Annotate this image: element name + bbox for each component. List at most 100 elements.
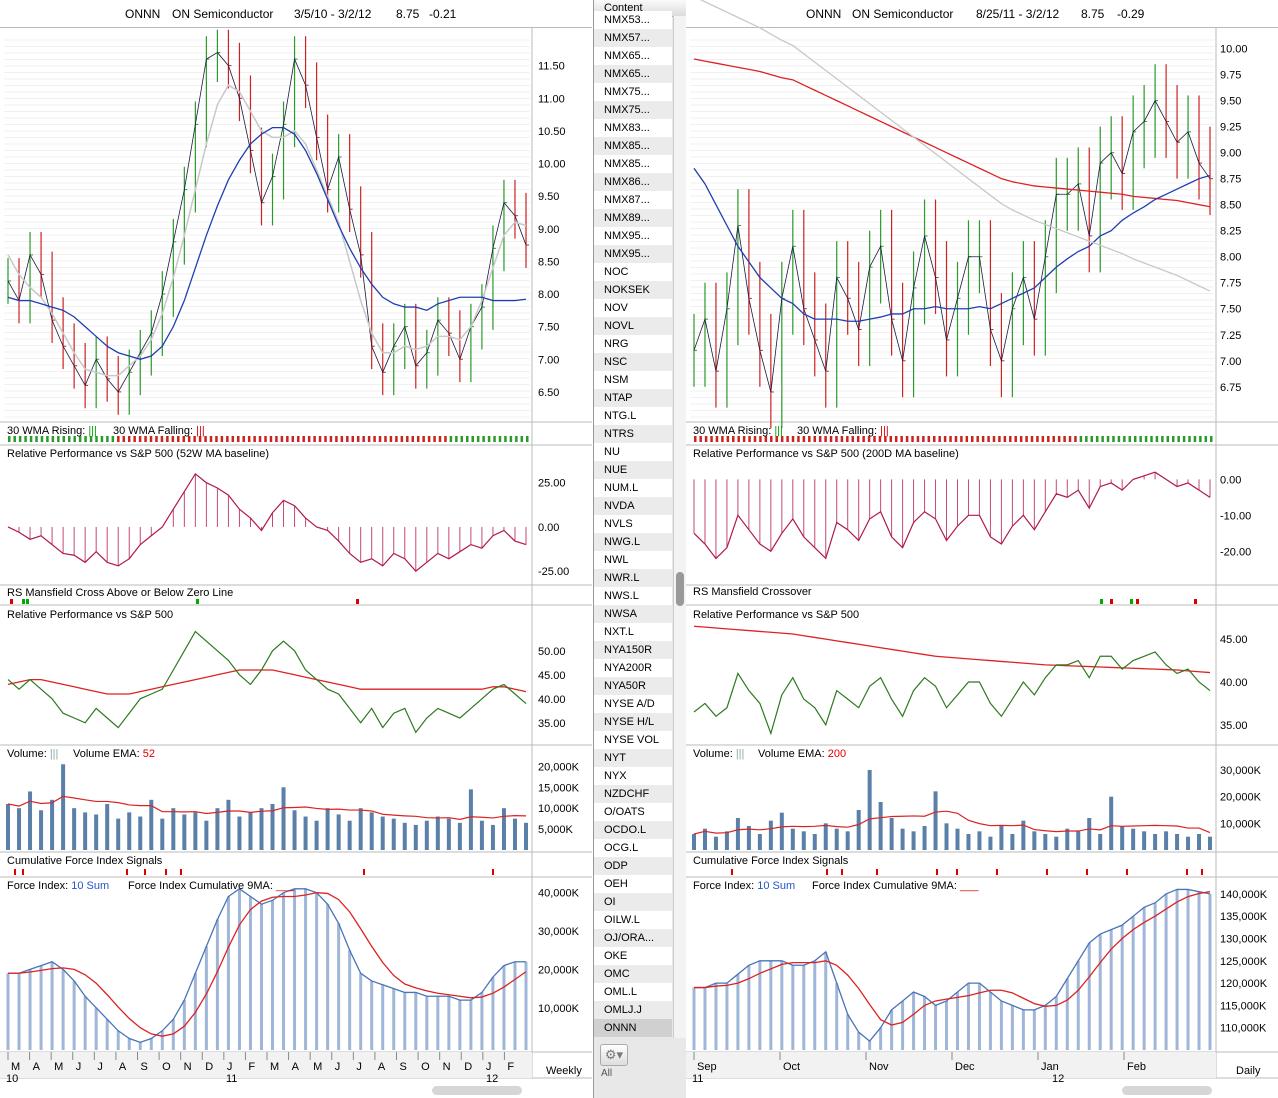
wma-mark bbox=[1074, 436, 1077, 442]
list-item[interactable]: NMX83... bbox=[594, 119, 672, 137]
wma-falling-label: 30 WMA Falling: ||| bbox=[797, 425, 889, 437]
list-item[interactable]: O/OATS bbox=[594, 803, 672, 821]
list-item[interactable]: ONNN bbox=[594, 1019, 672, 1037]
list-item[interactable]: NTG.L bbox=[594, 407, 672, 425]
wma-mark bbox=[943, 436, 947, 442]
wma-mark bbox=[1036, 436, 1039, 442]
list-item[interactable]: OCDO.L bbox=[594, 821, 672, 839]
list-item[interactable]: NYSE A/D bbox=[594, 695, 672, 713]
list-item[interactable]: NYA150R bbox=[594, 641, 672, 659]
volume-bar bbox=[479, 820, 484, 850]
list-item[interactable]: NTRS bbox=[594, 425, 672, 443]
volume-bar bbox=[347, 820, 352, 850]
list-item[interactable]: NOVL bbox=[594, 317, 672, 335]
list-scrollbar[interactable] bbox=[673, 16, 687, 1038]
list-item[interactable]: OMLJ.J bbox=[594, 1001, 672, 1019]
list-item[interactable]: NVLS bbox=[594, 515, 672, 533]
list-item[interactable]: OILW.L bbox=[594, 911, 672, 929]
volume-bar bbox=[1186, 836, 1191, 850]
list-item[interactable]: OCG.L bbox=[594, 839, 672, 857]
wma-mark bbox=[829, 436, 833, 442]
price-tick-label: 7.25 bbox=[1220, 330, 1241, 342]
list-item[interactable]: NMX75... bbox=[594, 83, 672, 101]
right-chart-panel[interactable]: ONNN ON Semiconductor 8/25/11 - 3/2/12 8… bbox=[686, 0, 1278, 1098]
volume-bar bbox=[867, 770, 872, 850]
list-item[interactable]: NU bbox=[594, 443, 672, 461]
wma-mark bbox=[515, 436, 518, 442]
list-item[interactable]: NWG.L bbox=[594, 533, 672, 551]
list-item[interactable]: NSM bbox=[594, 371, 672, 389]
volume-bar bbox=[790, 828, 795, 850]
list-item[interactable]: NWR.L bbox=[594, 569, 672, 587]
list-item[interactable]: NYX bbox=[594, 767, 672, 785]
wma-mark bbox=[753, 436, 757, 442]
list-item[interactable]: NMX89... bbox=[594, 209, 672, 227]
list-item[interactable]: NZDCHF bbox=[594, 785, 672, 803]
list-item[interactable]: OMC bbox=[594, 965, 672, 983]
cfi-signal bbox=[826, 869, 828, 875]
wma-mark bbox=[856, 436, 860, 442]
list-item[interactable]: OJ/ORA... bbox=[594, 929, 672, 947]
list-item[interactable]: NVDA bbox=[594, 497, 672, 515]
list-item[interactable]: NWSA bbox=[594, 605, 672, 623]
list-item[interactable]: NOC bbox=[594, 263, 672, 281]
list-item[interactable]: NWL bbox=[594, 551, 672, 569]
list-item[interactable]: NMX65... bbox=[594, 47, 672, 65]
wma-mark bbox=[231, 436, 235, 442]
volume-bar bbox=[138, 816, 143, 850]
month-label: M bbox=[54, 1061, 63, 1073]
list-item[interactable]: NSC bbox=[594, 353, 672, 371]
wma-mark bbox=[247, 436, 251, 442]
list-item[interactable]: ODP bbox=[594, 857, 672, 875]
list-item[interactable]: NYA200R bbox=[594, 659, 672, 677]
list-item[interactable]: NYSE H/L bbox=[594, 713, 672, 731]
list-item[interactable]: NYA50R bbox=[594, 677, 672, 695]
list-item[interactable]: OKE bbox=[594, 947, 672, 965]
wma-mark bbox=[797, 436, 800, 442]
list-item[interactable]: NMX87... bbox=[594, 191, 672, 209]
list-scroll-thumb[interactable] bbox=[676, 572, 684, 606]
volume-bar bbox=[900, 828, 905, 850]
volume-bar bbox=[413, 824, 418, 850]
wma-mark bbox=[476, 436, 480, 442]
list-item[interactable]: NMX95... bbox=[594, 245, 672, 263]
volume-tick-label: 10,000K bbox=[538, 803, 580, 815]
gear-icon[interactable]: ⚙▾ bbox=[600, 1044, 628, 1066]
rp-line bbox=[693, 471, 1211, 560]
list-item[interactable]: NMX95... bbox=[594, 227, 672, 245]
volume-bar bbox=[490, 824, 495, 850]
list-item[interactable]: NYSE VOL bbox=[594, 731, 672, 749]
volume-bar bbox=[116, 818, 121, 850]
list-item[interactable]: NXT.L bbox=[594, 623, 672, 641]
wma-mark bbox=[460, 436, 464, 442]
wma-mark bbox=[324, 436, 327, 442]
list-item[interactable]: NYT bbox=[594, 749, 672, 767]
list-item[interactable]: NOKSEK bbox=[594, 281, 672, 299]
wma-mark bbox=[851, 436, 855, 442]
wma-mark bbox=[117, 436, 120, 442]
list-item[interactable]: NRG bbox=[594, 335, 672, 353]
list-item[interactable]: NMX75... bbox=[594, 101, 672, 119]
list-item[interactable]: NMX85... bbox=[594, 155, 672, 173]
left-chart-panel[interactable]: ONNN ON Semiconductor 3/5/10 - 3/2/12 8.… bbox=[0, 0, 592, 1098]
list-item[interactable]: NWS.L bbox=[594, 587, 672, 605]
list-item[interactable]: NTAP bbox=[594, 389, 672, 407]
list-item[interactable]: OI bbox=[594, 893, 672, 911]
list-item[interactable]: OML.L bbox=[594, 983, 672, 1001]
all-filter-label[interactable]: All bbox=[601, 1068, 613, 1079]
list-item[interactable]: NMX57... bbox=[594, 29, 672, 47]
horizontal-scrollbar[interactable] bbox=[1122, 1086, 1212, 1095]
list-item[interactable]: NMX65... bbox=[594, 65, 672, 83]
wma-mark bbox=[133, 436, 136, 442]
list-item[interactable]: NUM.L bbox=[594, 479, 672, 497]
wma-mark bbox=[1106, 436, 1110, 442]
wma-mark bbox=[1057, 436, 1061, 442]
list-item[interactable]: NMX53... bbox=[594, 11, 672, 29]
list-item[interactable]: NMX85... bbox=[594, 137, 672, 155]
list-item[interactable]: NMX86... bbox=[594, 173, 672, 191]
list-item[interactable]: OEH bbox=[594, 875, 672, 893]
horizontal-scrollbar[interactable] bbox=[432, 1086, 522, 1095]
volume-bar bbox=[6, 804, 10, 850]
list-item[interactable]: NOV bbox=[594, 299, 672, 317]
list-item[interactable]: NUE bbox=[594, 461, 672, 479]
